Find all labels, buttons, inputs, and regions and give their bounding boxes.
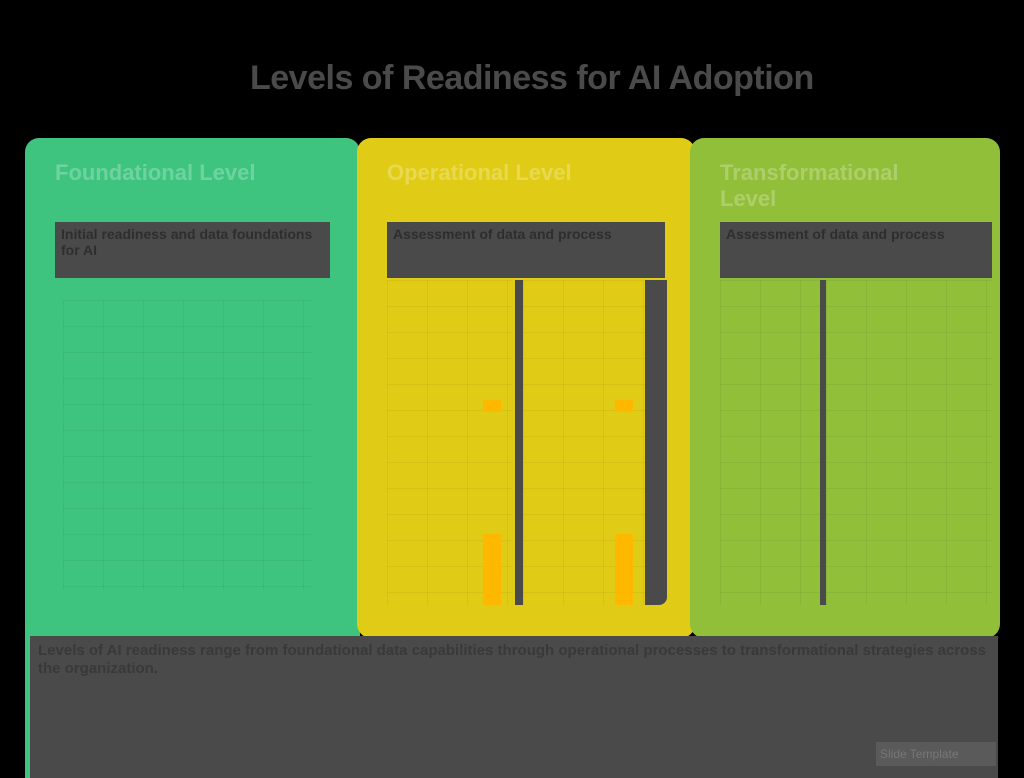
column-divider [820, 280, 826, 605]
accent-marker [483, 400, 501, 412]
column-grid-right [826, 280, 992, 605]
column-card-operational: Operational Level Assessment of data and… [357, 138, 695, 638]
accent-bar [615, 534, 633, 605]
accent-marker [615, 400, 633, 412]
credit-label: Slide Template [876, 742, 996, 766]
accent-bar [483, 534, 501, 605]
column-grid [63, 300, 313, 590]
column-divider [515, 280, 523, 605]
page-title: Levels of Readiness for AI Adoption [250, 59, 814, 97]
column-description: Assessment of data and process [720, 222, 992, 278]
column-description: Initial readiness and data foundations f… [55, 222, 330, 278]
column-label: Operational Level [387, 160, 572, 185]
column-description: Assessment of data and process [387, 222, 665, 278]
column-label: Transformational Level [720, 160, 899, 211]
column-label: Foundational Level [55, 160, 256, 185]
footer-note: Levels of AI readiness range from founda… [30, 636, 998, 778]
column-edge [645, 280, 667, 605]
column-grid-left [720, 280, 820, 605]
column-card-transformational: Transformational Level Assessment of dat… [690, 138, 1000, 638]
